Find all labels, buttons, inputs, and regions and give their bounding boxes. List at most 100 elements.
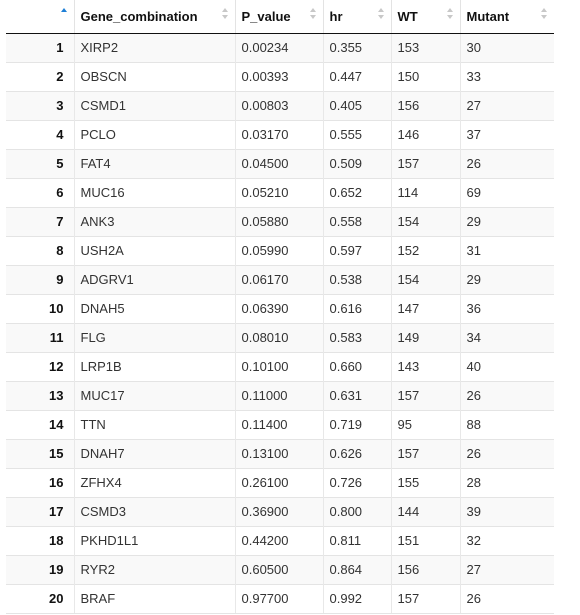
table-row[interactable]: 3 CSMD1 0.00803 0.405 156 27 (6, 90, 554, 120)
hr-cell: 0.616 (322, 293, 391, 323)
table-row[interactable]: 7 ANK3 0.05880 0.558 154 29 (6, 206, 554, 236)
table-row[interactable]: 6 MUC16 0.05210 0.652 114 69 (6, 177, 554, 207)
table-row[interactable]: 19 RYR2 0.60500 0.864 156 27 (6, 554, 554, 584)
mutant-cell: 26 (459, 148, 554, 178)
row-index-cell: 10 (6, 293, 74, 323)
table-row[interactable]: 16 ZFHX4 0.26100 0.726 155 28 (6, 467, 554, 497)
row-index-cell: 13 (6, 380, 74, 410)
table-row[interactable]: 20 BRAF 0.97700 0.992 157 26 (6, 583, 554, 614)
gene-combination-cell: FAT4 (73, 148, 235, 178)
row-index-cell: 8 (6, 235, 74, 265)
gene-combination-cell: CSMD3 (73, 496, 235, 526)
p-value-cell: 0.11000 (234, 380, 323, 410)
column-header-wt[interactable]: WT (390, 0, 460, 34)
p-value-cell: 0.26100 (234, 467, 323, 497)
gene-combination-cell: ADGRV1 (73, 264, 235, 294)
table-row[interactable]: 13 MUC17 0.11000 0.631 157 26 (6, 380, 554, 410)
table-row[interactable]: 12 LRP1B 0.10100 0.660 143 40 (6, 351, 554, 381)
hr-cell: 0.800 (322, 496, 391, 526)
row-index-cell: 16 (6, 467, 74, 497)
column-header-mutant[interactable]: Mutant (459, 0, 554, 34)
mutant-cell: 26 (459, 380, 554, 410)
row-index-cell: 20 (6, 583, 74, 614)
wt-cell: 153 (390, 33, 460, 62)
mutant-cell: 39 (459, 496, 554, 526)
table-row[interactable]: 15 DNAH7 0.13100 0.626 157 26 (6, 438, 554, 468)
sort-arrows-icon[interactable] (446, 8, 454, 19)
sort-descending-icon (446, 15, 453, 19)
sort-arrows-icon[interactable] (541, 8, 548, 19)
p-value-cell: 0.08010 (234, 322, 323, 352)
p-value-cell: 0.05990 (234, 235, 323, 265)
mutant-cell: 26 (459, 583, 554, 614)
sort-descending-icon (221, 15, 228, 19)
table-header: Gene_combination P_value hr (6, 0, 554, 34)
table-row[interactable]: 5 FAT4 0.04500 0.509 157 26 (6, 148, 554, 178)
mutant-cell: 28 (459, 467, 554, 497)
sort-arrows-icon[interactable] (221, 8, 229, 19)
table-row[interactable]: 10 DNAH5 0.06390 0.616 147 36 (6, 293, 554, 323)
mutant-cell: 33 (459, 61, 554, 91)
p-value-cell: 0.00234 (234, 33, 323, 62)
sort-ascending-icon (60, 8, 67, 12)
sort-descending-icon (541, 15, 547, 19)
p-value-cell: 0.03170 (234, 119, 323, 149)
column-header-p-value[interactable]: P_value (234, 0, 323, 34)
wt-cell: 95 (390, 409, 460, 439)
row-index-cell: 14 (6, 409, 74, 439)
mutant-cell: 34 (459, 322, 554, 352)
column-header-gene-combination[interactable]: Gene_combination (73, 0, 235, 34)
p-value-cell: 0.10100 (234, 351, 323, 381)
wt-cell: 150 (390, 61, 460, 91)
sort-arrows-icon[interactable] (60, 8, 68, 12)
mutant-cell: 36 (459, 293, 554, 323)
row-index-cell: 11 (6, 322, 74, 352)
sort-ascending-icon (221, 8, 228, 12)
wt-cell: 157 (390, 148, 460, 178)
column-header-hr[interactable]: hr (322, 0, 391, 34)
column-header-label: WT (397, 8, 418, 24)
table-row[interactable]: 2 OBSCN 0.00393 0.447 150 33 (6, 61, 554, 91)
p-value-cell: 0.36900 (234, 496, 323, 526)
hr-cell: 0.992 (322, 583, 391, 614)
hr-cell: 0.631 (322, 380, 391, 410)
column-header-label: P_value (241, 8, 291, 24)
header-row: Gene_combination P_value hr (6, 0, 554, 34)
wt-cell: 154 (390, 206, 460, 236)
table-row[interactable]: 17 CSMD3 0.36900 0.800 144 39 (6, 496, 554, 526)
hr-cell: 0.447 (322, 61, 391, 91)
row-index-cell: 19 (6, 554, 74, 584)
mutant-cell: 69 (459, 177, 554, 207)
table-row[interactable]: 9 ADGRV1 0.06170 0.538 154 29 (6, 264, 554, 294)
gene-combination-cell: RYR2 (73, 554, 235, 584)
table-row[interactable]: 18 PKHD1L1 0.44200 0.811 151 32 (6, 525, 554, 555)
table-row[interactable]: 1 XIRP2 0.00234 0.355 153 30 (6, 33, 554, 62)
row-index-cell: 17 (6, 496, 74, 526)
sort-arrows-icon[interactable] (309, 8, 317, 19)
sort-arrows-icon[interactable] (377, 8, 385, 19)
hr-cell: 0.597 (322, 235, 391, 265)
table-row[interactable]: 4 PCLO 0.03170 0.555 146 37 (6, 119, 554, 149)
wt-cell: 157 (390, 438, 460, 468)
hr-cell: 0.405 (322, 90, 391, 120)
p-value-cell: 0.05210 (234, 177, 323, 207)
p-value-cell: 0.60500 (234, 554, 323, 584)
mutant-cell: 40 (459, 351, 554, 381)
wt-cell: 152 (390, 235, 460, 265)
hr-cell: 0.660 (322, 351, 391, 381)
hr-cell: 0.719 (322, 409, 391, 439)
p-value-cell: 0.04500 (234, 148, 323, 178)
hr-cell: 0.558 (322, 206, 391, 236)
p-value-cell: 0.06390 (234, 293, 323, 323)
mutant-cell: 31 (459, 235, 554, 265)
wt-cell: 114 (390, 177, 460, 207)
p-value-cell: 0.13100 (234, 438, 323, 468)
p-value-cell: 0.11400 (234, 409, 323, 439)
table-row[interactable]: 11 FLG 0.08010 0.583 149 34 (6, 322, 554, 352)
table-row[interactable]: 14 TTN 0.11400 0.719 95 88 (6, 409, 554, 439)
table-row[interactable]: 8 USH2A 0.05990 0.597 152 31 (6, 235, 554, 265)
gene-combination-cell: MUC16 (73, 177, 235, 207)
mutant-cell: 27 (459, 554, 554, 584)
mutant-cell: 32 (459, 525, 554, 555)
column-header-index[interactable] (6, 0, 74, 34)
